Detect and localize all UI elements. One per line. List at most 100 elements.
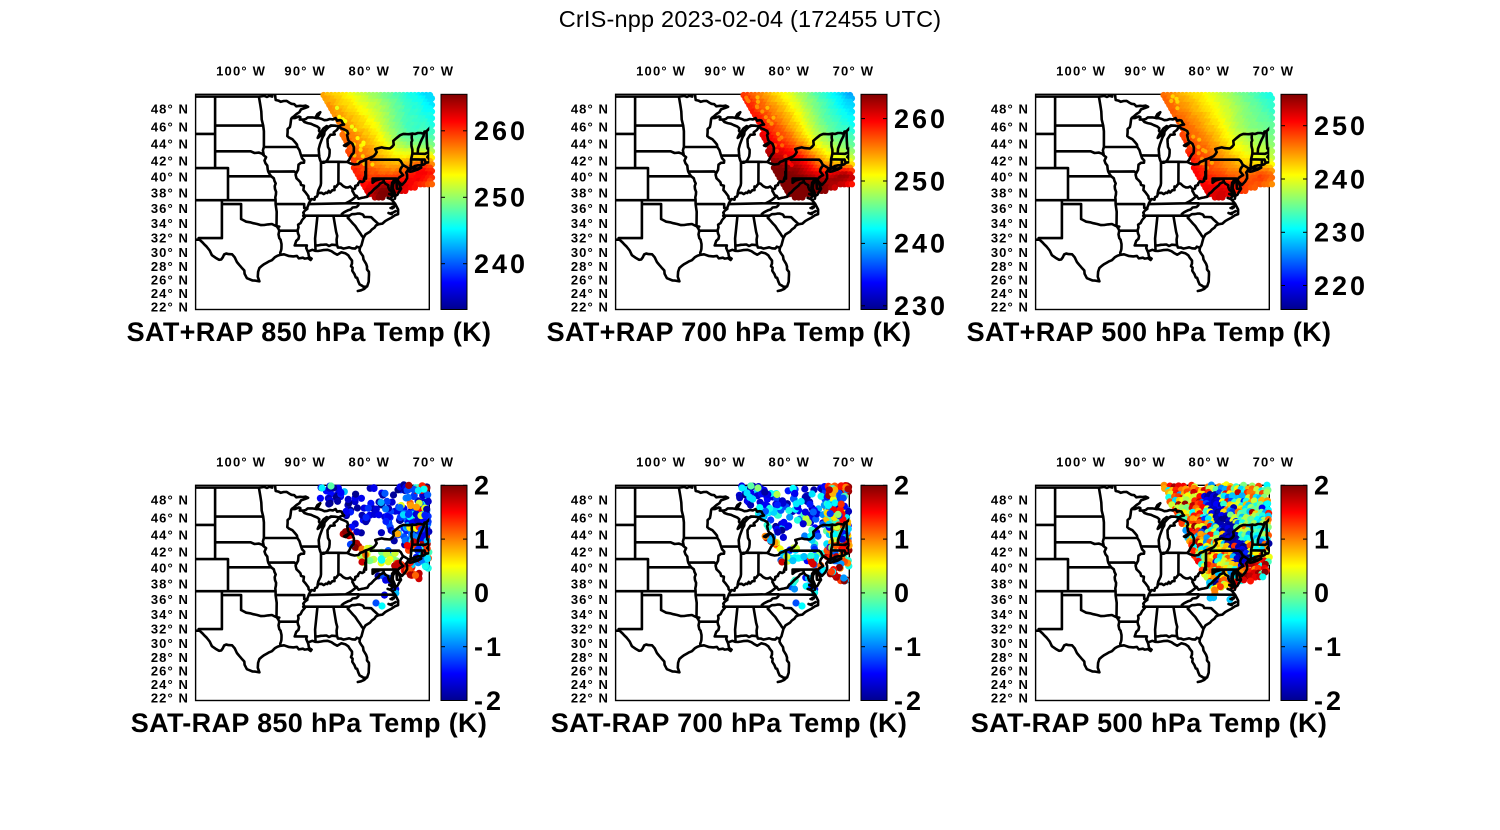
svg-text:40° N: 40° N — [151, 561, 189, 576]
svg-text:48° N: 48° N — [991, 101, 1029, 116]
svg-text:-1: -1 — [894, 632, 924, 662]
svg-text:80° W: 80° W — [769, 455, 811, 470]
svg-text:70° W: 70° W — [833, 64, 875, 79]
svg-text:80° W: 80° W — [349, 455, 391, 470]
svg-text:28° N: 28° N — [991, 650, 1029, 665]
svg-text:34° N: 34° N — [151, 607, 189, 622]
svg-text:0: 0 — [474, 578, 492, 608]
svg-text:230: 230 — [894, 291, 948, 321]
svg-text:48° N: 48° N — [151, 492, 189, 507]
svg-text:34° N: 34° N — [151, 216, 189, 231]
svg-text:22° N: 22° N — [151, 691, 189, 706]
svg-text:250: 250 — [474, 183, 528, 213]
svg-text:28° N: 28° N — [151, 259, 189, 274]
svg-text:1: 1 — [1314, 524, 1332, 554]
svg-text:40° N: 40° N — [571, 170, 609, 185]
svg-text:100° W: 100° W — [1056, 455, 1106, 470]
svg-text:24° N: 24° N — [571, 677, 609, 692]
svg-text:34° N: 34° N — [571, 216, 609, 231]
svg-text:80° W: 80° W — [1189, 455, 1231, 470]
svg-text:90° W: 90° W — [704, 455, 746, 470]
svg-text:40° N: 40° N — [151, 170, 189, 185]
svg-text:34° N: 34° N — [991, 607, 1029, 622]
svg-text:28° N: 28° N — [151, 650, 189, 665]
svg-text:38° N: 38° N — [991, 186, 1029, 201]
svg-text:46° N: 46° N — [991, 119, 1029, 134]
svg-text:0: 0 — [894, 578, 912, 608]
svg-text:48° N: 48° N — [991, 492, 1029, 507]
svg-text:30° N: 30° N — [571, 636, 609, 651]
svg-text:48° N: 48° N — [571, 492, 609, 507]
svg-text:44° N: 44° N — [571, 528, 609, 543]
svg-text:2: 2 — [894, 471, 912, 501]
svg-text:38° N: 38° N — [991, 577, 1029, 592]
svg-text:90° W: 90° W — [284, 455, 326, 470]
svg-text:260: 260 — [894, 104, 948, 134]
svg-text:48° N: 48° N — [571, 101, 609, 116]
svg-text:38° N: 38° N — [151, 577, 189, 592]
svg-text:240: 240 — [894, 229, 948, 259]
svg-text:38° N: 38° N — [151, 186, 189, 201]
svg-text:0: 0 — [1314, 578, 1332, 608]
svg-text:26° N: 26° N — [151, 273, 189, 288]
svg-text:24° N: 24° N — [991, 677, 1029, 692]
svg-text:44° N: 44° N — [991, 528, 1029, 543]
svg-text:230: 230 — [1314, 218, 1368, 248]
svg-text:46° N: 46° N — [151, 119, 189, 134]
svg-text:28° N: 28° N — [571, 259, 609, 274]
svg-text:38° N: 38° N — [571, 186, 609, 201]
svg-text:80° W: 80° W — [1189, 64, 1231, 79]
svg-text:46° N: 46° N — [991, 510, 1029, 525]
svg-text:-2: -2 — [474, 686, 504, 716]
svg-text:24° N: 24° N — [991, 286, 1029, 301]
svg-text:SAT-RAP 700 hPa Temp (K): SAT-RAP 700 hPa Temp (K) — [551, 708, 907, 738]
svg-text:34° N: 34° N — [571, 607, 609, 622]
svg-text:100° W: 100° W — [1056, 64, 1106, 79]
svg-text:26° N: 26° N — [151, 664, 189, 679]
svg-text:240: 240 — [1314, 164, 1368, 194]
svg-text:32° N: 32° N — [151, 622, 189, 637]
svg-text:32° N: 32° N — [991, 231, 1029, 246]
svg-text:42° N: 42° N — [571, 545, 609, 560]
svg-text:30° N: 30° N — [571, 245, 609, 260]
svg-text:36° N: 36° N — [151, 201, 189, 216]
svg-text:250: 250 — [894, 166, 948, 196]
svg-text:26° N: 26° N — [571, 664, 609, 679]
svg-text:90° W: 90° W — [1124, 455, 1166, 470]
svg-text:28° N: 28° N — [991, 259, 1029, 274]
svg-text:80° W: 80° W — [769, 64, 811, 79]
svg-text:70° W: 70° W — [833, 455, 875, 470]
svg-text:42° N: 42° N — [151, 154, 189, 169]
svg-text:40° N: 40° N — [991, 561, 1029, 576]
svg-text:1: 1 — [474, 524, 492, 554]
svg-text:100° W: 100° W — [636, 64, 686, 79]
svg-text:26° N: 26° N — [991, 664, 1029, 679]
svg-text:36° N: 36° N — [571, 592, 609, 607]
svg-text:1: 1 — [894, 524, 912, 554]
svg-text:22° N: 22° N — [991, 691, 1029, 706]
svg-text:70° W: 70° W — [413, 64, 455, 79]
svg-text:70° W: 70° W — [1253, 455, 1295, 470]
svg-text:40° N: 40° N — [571, 561, 609, 576]
svg-text:SAT+RAP 850 hPa Temp (K): SAT+RAP 850 hPa Temp (K) — [127, 317, 492, 347]
svg-text:90° W: 90° W — [704, 64, 746, 79]
svg-text:34° N: 34° N — [991, 216, 1029, 231]
svg-text:30° N: 30° N — [151, 245, 189, 260]
svg-text:26° N: 26° N — [991, 273, 1029, 288]
svg-text:-1: -1 — [474, 632, 504, 662]
svg-text:-2: -2 — [1314, 686, 1344, 716]
svg-text:SAT-RAP 850 hPa Temp (K): SAT-RAP 850 hPa Temp (K) — [131, 708, 487, 738]
svg-text:30° N: 30° N — [151, 636, 189, 651]
svg-text:260: 260 — [474, 116, 528, 146]
svg-text:CrIS-npp 2023-02-04 (172455 UT: CrIS-npp 2023-02-04 (172455 UTC) — [559, 6, 942, 32]
svg-text:36° N: 36° N — [571, 201, 609, 216]
svg-text:100° W: 100° W — [636, 455, 686, 470]
svg-text:32° N: 32° N — [571, 622, 609, 637]
svg-text:SAT-RAP 500 hPa Temp (K): SAT-RAP 500 hPa Temp (K) — [971, 708, 1327, 738]
svg-text:30° N: 30° N — [991, 636, 1029, 651]
svg-text:70° W: 70° W — [413, 455, 455, 470]
svg-text:38° N: 38° N — [571, 577, 609, 592]
svg-text:-1: -1 — [1314, 632, 1344, 662]
svg-text:2: 2 — [474, 471, 492, 501]
svg-text:24° N: 24° N — [151, 286, 189, 301]
